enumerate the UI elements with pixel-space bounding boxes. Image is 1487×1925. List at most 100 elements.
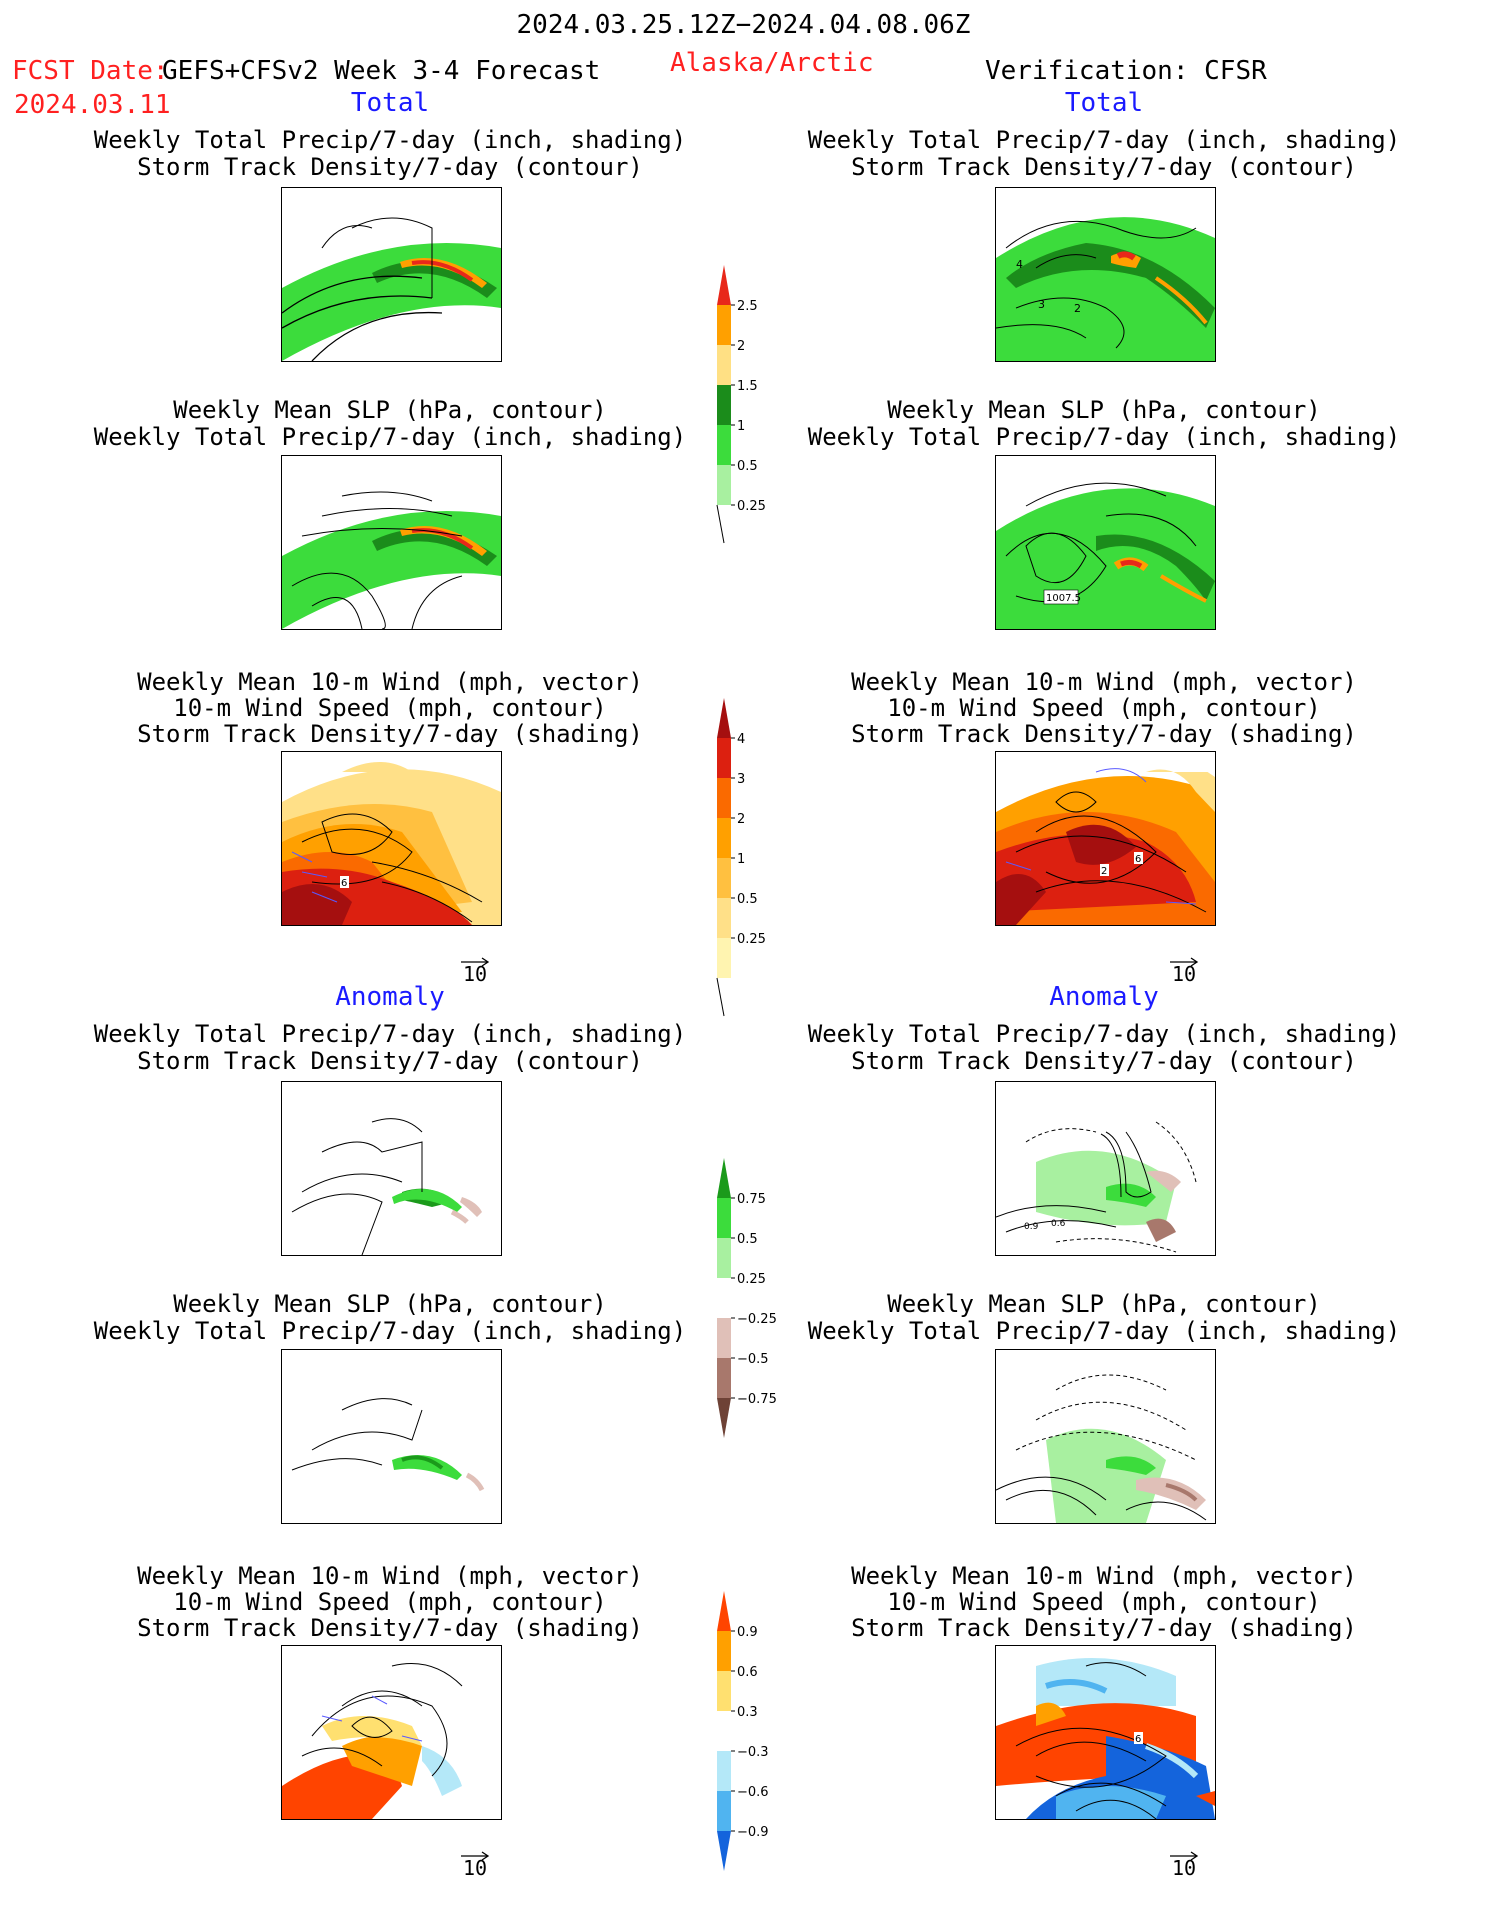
- colorbar-label: 1: [737, 852, 745, 867]
- map-verification-anomaly-slp-precip: [995, 1349, 1216, 1524]
- panel-title-line: Weekly Mean SLP (hPa, contour): [887, 1290, 1321, 1318]
- colorbar-label: 2: [737, 339, 745, 354]
- vector-ref-arrow: [1169, 1846, 1199, 1861]
- colorbar-label: −0.6: [737, 1785, 769, 1800]
- colorbar-tail: [716, 977, 725, 1017]
- panel-title-line: 10-m Wind Speed (mph, contour): [173, 694, 607, 722]
- colorbar-swatch: [717, 1671, 731, 1711]
- region-label: Alaska/Arctic: [670, 48, 874, 78]
- colorbar-swatch: [717, 345, 731, 385]
- colorbar-label: 1: [737, 419, 745, 434]
- colorbar-swatch: [717, 1591, 731, 1631]
- map-verification-anomaly-precip-storm: 0.9 0.6: [995, 1081, 1216, 1256]
- panel-title-line: Weekly Mean 10-m Wind (mph, vector): [851, 668, 1357, 696]
- panel-title-line: Weekly Mean 10-m Wind (mph, vector): [851, 1562, 1357, 1590]
- panel-title-line: 10-m Wind Speed (mph, contour): [887, 1588, 1321, 1616]
- map-forecast-total-precip-storm: [281, 187, 502, 362]
- panel-title-line: Weekly Mean SLP (hPa, contour): [173, 1290, 607, 1318]
- colorbar-swatch: [717, 898, 731, 938]
- section-anomaly-left: Anomaly: [335, 982, 445, 1012]
- panel-title-line: Weekly Total Precip/7-day (inch, shading…: [807, 1317, 1401, 1345]
- colorbar-label: −0.75: [737, 1392, 777, 1407]
- colorbar-swatch: [717, 465, 731, 505]
- panel-title-line: Storm Track Density/7-day (contour): [851, 1047, 1357, 1075]
- panel-title-line: Storm Track Density/7-day (shading): [851, 720, 1357, 748]
- panel-title-line: 10-m Wind Speed (mph, contour): [887, 694, 1321, 722]
- colorbar-label: 0.25: [737, 1272, 766, 1287]
- colorbar-label: −0.25: [737, 1312, 777, 1327]
- colorbar-label: 1.5: [737, 379, 758, 394]
- panel-title-line: Weekly Mean SLP (hPa, contour): [173, 396, 607, 424]
- map-verification-total-slp-precip: 1007.5: [995, 455, 1216, 630]
- contour-label: 2: [1074, 302, 1081, 315]
- panel-title-line: Storm Track Density/7-day (contour): [137, 153, 643, 181]
- colorbar-swatch: [717, 938, 731, 978]
- panel-title-line: Weekly Mean 10-m Wind (mph, vector): [137, 1562, 643, 1590]
- colorbar-swatch: [717, 1238, 731, 1278]
- contour-label: 2: [1101, 866, 1107, 877]
- colorbar-label: 0.25: [737, 932, 766, 947]
- map-forecast-anomaly-precip-storm: [281, 1081, 502, 1256]
- colorbar-label: 0.3: [737, 1705, 758, 1720]
- fcst-date-value: 2024.03.11: [14, 90, 171, 120]
- colorbar-label: 0.9: [737, 1625, 758, 1640]
- colorbar-swatch: [717, 1711, 731, 1751]
- panel-title-line: Storm Track Density/7-day (contour): [851, 153, 1357, 181]
- colorbar-label: −0.5: [737, 1352, 769, 1367]
- colorbar-label: 4: [737, 732, 745, 747]
- section-anomaly-right: Anomaly: [1049, 982, 1159, 1012]
- colorbar-label: 0.5: [737, 1232, 758, 1247]
- colorbar-swatch: [717, 1831, 731, 1871]
- colorbar-swatch: [717, 1318, 731, 1358]
- colorbar-label: 2.5: [737, 299, 758, 314]
- colorbar-swatch: [717, 778, 731, 818]
- colorbar-label: 0.5: [737, 459, 758, 474]
- colorbar-swatch: [717, 425, 731, 465]
- colorbar-label: 0.5: [737, 892, 758, 907]
- colorbar-swatch: [717, 1631, 731, 1671]
- panel-title-line: Weekly Total Precip/7-day (inch, shading…: [93, 423, 687, 451]
- panel-title-line: Weekly Total Precip/7-day (inch, shading…: [93, 1020, 687, 1048]
- verification-label: Verification: CFSR: [985, 56, 1267, 86]
- model-label: GEFS+CFSv2 Week 3-4 Forecast: [162, 56, 601, 86]
- fcst-date-label: FCST Date:: [12, 56, 169, 86]
- colorbar-swatch: [717, 265, 731, 305]
- contour-label: 0.6: [1051, 1219, 1066, 1229]
- colorbar-swatch: [717, 738, 731, 778]
- section-total-left: Total: [350, 88, 430, 118]
- section-total-right: Total: [1064, 88, 1144, 118]
- colorbar-swatch: [717, 818, 731, 858]
- colorbar-swatch: [717, 1158, 731, 1198]
- period-title: 2024.03.25.12Z−2024.04.08.06Z: [516, 10, 971, 40]
- panel-title-line: Weekly Mean SLP (hPa, contour): [887, 396, 1321, 424]
- colorbar-label: −0.3: [737, 1745, 769, 1760]
- map-forecast-anomaly-wind-storm: [281, 1645, 502, 1820]
- vector-ref-label: 10: [463, 962, 488, 986]
- map-forecast-total-wind-storm: 6: [281, 751, 502, 926]
- colorbar-tail: [716, 504, 725, 544]
- colorbar-swatch: [717, 1198, 731, 1238]
- map-forecast-anomaly-slp-precip: [281, 1349, 502, 1524]
- panel-title-line: Weekly Total Precip/7-day (inch, shading…: [807, 126, 1401, 154]
- panel-title-line: Weekly Total Precip/7-day (inch, shading…: [93, 126, 687, 154]
- panel-title-line: Weekly Total Precip/7-day (inch, shading…: [807, 423, 1401, 451]
- panel-title-line: Weekly Mean 10-m Wind (mph, vector): [137, 668, 643, 696]
- panel-title-line: Weekly Total Precip/7-day (inch, shading…: [93, 1317, 687, 1345]
- colorbar-swatch: [717, 305, 731, 345]
- colorbar-label: 0.25: [737, 499, 766, 514]
- map-verification-anomaly-wind-storm: 6: [995, 1645, 1216, 1820]
- colorbar-precip-anomaly: 0.75 0.5 0.25 −0.25 −0.5 −0.75: [717, 1158, 797, 1482]
- panel-title-line: Weekly Total Precip/7-day (inch, shading…: [807, 1020, 1401, 1048]
- colorbar-label: 2: [737, 812, 745, 827]
- colorbar-swatch: [717, 1791, 731, 1831]
- vector-ref-arrow: [1169, 952, 1199, 967]
- contour-label: 6: [1135, 1734, 1141, 1745]
- map-verification-total-precip-storm: 4 3 2: [995, 187, 1216, 362]
- contour-label: 6: [1135, 854, 1141, 865]
- map-verification-total-wind-storm: 2 6: [995, 751, 1216, 926]
- colorbar-label: 3: [737, 772, 745, 787]
- colorbar-swatch: [717, 858, 731, 898]
- contour-label: 0.9: [1024, 1222, 1039, 1232]
- colorbar-storm-total: 4 3 2 1 0.5 0.25: [716, 698, 797, 1062]
- colorbar-swatch: [717, 698, 731, 738]
